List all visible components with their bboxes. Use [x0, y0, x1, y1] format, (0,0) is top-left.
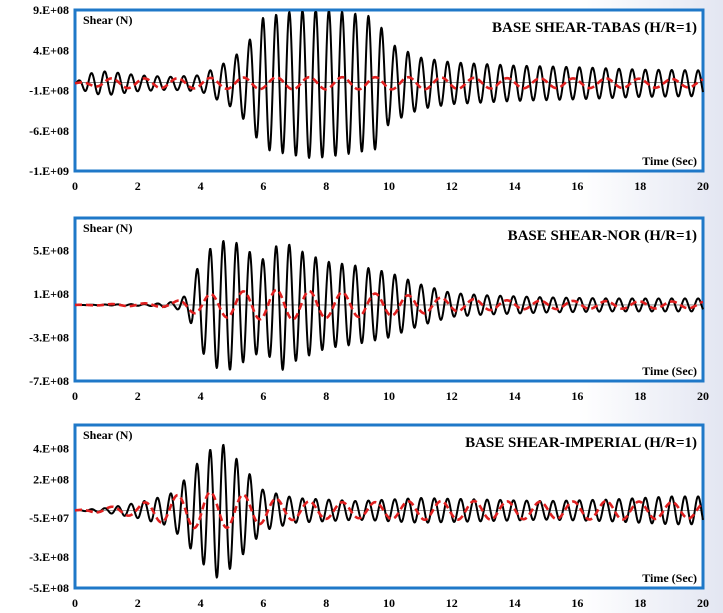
series-line-dashed: [74, 288, 704, 321]
series-line-solid: [74, 240, 704, 371]
plot-frame: [73, 216, 705, 383]
plot-frame: [73, 8, 705, 173]
y-tick-label: -7.E+08: [29, 374, 69, 388]
x-axis-label: Time (Sec): [642, 364, 697, 378]
y-tick-label: 4.E+08: [33, 43, 69, 57]
x-tick-label: 12: [446, 596, 458, 610]
x-axis-label: Time (Sec): [642, 571, 697, 585]
chart-panel-3: 4.E+08 2.E+08 -5.E+07 -3.E+08 -5.E+080 2 4 6 8 10…: [29, 423, 709, 610]
x-axis-label: Time (Sec): [642, 154, 697, 168]
plot-frame: [73, 423, 705, 590]
x-tick-label: 2: [135, 389, 141, 403]
y-tick-label: 2.E+08: [33, 472, 69, 486]
x-tick-label: 20: [697, 596, 709, 610]
x-tick-label: 14: [509, 596, 521, 610]
x-tick-label: 0: [72, 596, 78, 610]
series-line-solid: [74, 11, 704, 159]
y-tick-label: 9.E+08: [33, 3, 69, 17]
x-tick-label: 4: [198, 596, 204, 610]
x-tick-label: 2: [135, 179, 141, 193]
y-tick-label: 1.E+08: [33, 287, 69, 301]
chart-title: BASE SHEAR-TABAS (H/R=1): [492, 20, 697, 36]
x-tick-label: 16: [571, 179, 583, 193]
x-tick-label: 12: [446, 179, 458, 193]
series-line-solid: [74, 443, 704, 579]
x-tick-label: 8: [323, 596, 329, 610]
y-axis-label: Shear (N): [83, 13, 132, 27]
x-tick-label: 8: [323, 179, 329, 193]
x-tick-label: 18: [634, 179, 646, 193]
y-axis-label: Shear (N): [83, 221, 132, 235]
y-tick-label: 4.E+08: [33, 441, 69, 455]
x-tick-label: 0: [72, 389, 78, 403]
x-tick-label: 4: [198, 179, 204, 193]
x-tick-label: 16: [571, 596, 583, 610]
x-tick-label: 4: [198, 389, 204, 403]
chart-panel-1: 9.E+08 4.E+08 -1.E+08 -6.E+08 -1.E+090 2 4 6 8 10…: [29, 3, 709, 193]
x-tick-label: 14: [509, 389, 521, 403]
x-tick-label: 6: [260, 389, 266, 403]
x-tick-label: 20: [697, 179, 709, 193]
x-tick-label: 18: [634, 389, 646, 403]
x-tick-label: 12: [446, 389, 458, 403]
series-line-dashed: [74, 490, 704, 530]
y-tick-label: -3.E+08: [29, 550, 69, 564]
y-tick-label: -6.E+08: [29, 124, 69, 138]
y-tick-label: 5.E+08: [33, 244, 69, 258]
x-tick-label: 6: [260, 596, 266, 610]
x-tick-label: 16: [571, 389, 583, 403]
y-tick-label: -3.E+08: [29, 331, 69, 345]
x-tick-label: 0: [72, 179, 78, 193]
y-tick-label: -1.E+08: [29, 84, 69, 98]
x-tick-label: 6: [260, 179, 266, 193]
series-line-dashed: [74, 75, 704, 91]
x-tick-label: 14: [509, 179, 521, 193]
x-tick-label: 10: [383, 389, 395, 403]
y-tick-label: -5.E+08: [29, 581, 69, 595]
x-tick-label: 2: [135, 596, 141, 610]
y-tick-label: -5.E+07: [29, 511, 69, 525]
x-tick-label: 18: [634, 596, 646, 610]
y-axis-label: Shear (N): [83, 428, 132, 442]
x-tick-label: 10: [383, 596, 395, 610]
y-tick-label: -1.E+09: [29, 164, 69, 178]
chart-title: BASE SHEAR-IMPERIAL (H/R=1): [465, 435, 697, 451]
chart-panel-2: 5.E+08 1.E+08 -3.E+08 -7.E+080 2 4 6 8 10 12 14 16 1…: [29, 216, 709, 403]
x-tick-label: 8: [323, 389, 329, 403]
x-tick-label: 20: [697, 389, 709, 403]
x-tick-label: 10: [383, 179, 395, 193]
chart-title: BASE SHEAR-NOR (H/R=1): [508, 228, 697, 244]
